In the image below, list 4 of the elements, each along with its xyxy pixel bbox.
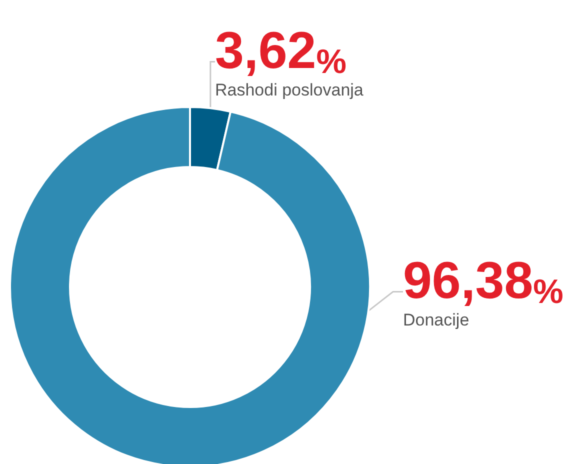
slice-label: Rashodi poslovanja: [215, 80, 364, 100]
data-label: 96,38%: [403, 252, 564, 311]
slice-label: Donacije: [403, 310, 470, 330]
data-label: 3,62%: [215, 22, 346, 81]
